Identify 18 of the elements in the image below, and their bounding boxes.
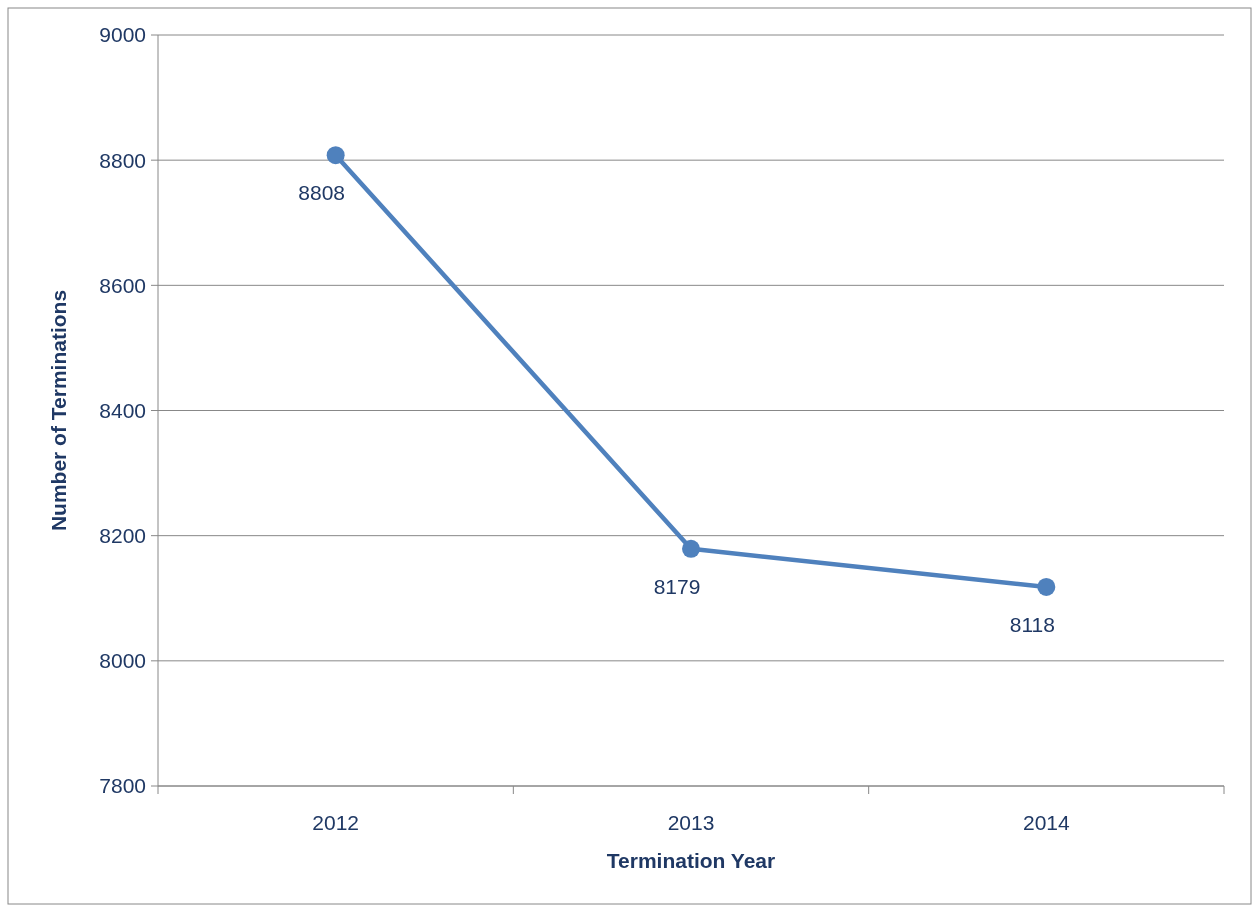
data-label: 8179 [653, 574, 701, 598]
x-tick-label: 2013 [667, 811, 715, 834]
y-tick-label: 8000 [99, 649, 146, 673]
x-tick-label: 2012 [312, 811, 360, 834]
y-tick-label: 8800 [99, 148, 146, 172]
y-tick-label: 8200 [99, 524, 146, 548]
point [682, 539, 700, 558]
point [326, 146, 345, 165]
point [1037, 577, 1056, 596]
data-label: 8808 [298, 181, 346, 205]
y-tick-label: 7800 [99, 774, 146, 798]
y-tick-label: 8400 [99, 398, 146, 422]
x-axis-title: Termination Year [606, 849, 776, 872]
data-label: 8118 [1009, 612, 1055, 636]
x-tick-label: 2014 [1022, 811, 1071, 834]
y-tick-label: 8600 [99, 273, 146, 297]
y-axis-title: Number of Terminations [47, 289, 70, 532]
y-tick-label: 9000 [99, 23, 146, 47]
